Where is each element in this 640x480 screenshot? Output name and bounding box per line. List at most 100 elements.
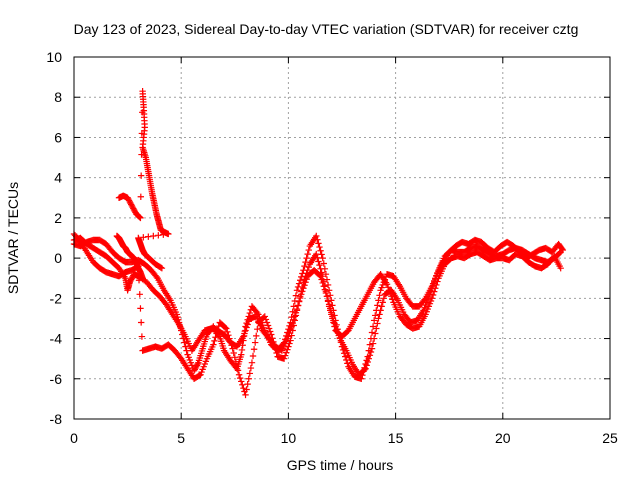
data-point [334,329,341,336]
data-point [238,378,245,385]
data-point [290,316,297,323]
data-point [242,327,249,334]
data-point [224,328,231,336]
data-point [139,275,146,282]
data-point [236,374,244,382]
data-point [233,362,241,370]
data-point [317,273,324,280]
data-point [317,265,324,273]
series-trace-e [113,232,146,282]
data-point [262,316,270,323]
data-point [266,328,274,335]
data-point [328,309,335,316]
data-point [182,343,189,350]
data-point [361,366,368,373]
data-point [304,250,311,258]
data-point [251,339,259,346]
data-point [136,214,143,221]
data-point [254,309,261,317]
data-point [316,272,323,279]
data-point [250,346,258,353]
data-point [300,285,307,292]
data-point [324,297,332,304]
data-point [375,315,382,322]
series-trace-c [70,234,567,378]
data-point [299,288,306,295]
data-point [241,330,248,337]
data-point [301,262,308,270]
data-point [380,295,388,302]
data-point [335,332,342,339]
data-point [234,367,242,374]
data-point [240,384,247,392]
data-point [295,280,303,287]
data-point [181,339,188,346]
data-point [287,337,294,344]
data-point [303,276,310,283]
data-point [302,258,309,266]
data-point [323,293,331,300]
data-point [372,312,379,319]
data-point [428,295,436,302]
data-point [432,276,439,283]
data-point [374,320,381,327]
data-point [245,375,252,382]
data-point [137,214,144,222]
data-point [376,311,383,318]
y-tick-label: 6 [54,129,62,145]
data-point [321,286,329,293]
data-point [430,279,438,286]
data-point [363,362,370,369]
data-point [263,319,271,326]
data-point [333,326,340,333]
data-point [289,308,296,315]
data-point [313,232,320,240]
data-point [375,297,382,304]
data-point [556,249,563,257]
data-point [153,273,160,281]
data-point [261,313,269,320]
data-point [285,333,292,340]
data-point [319,279,326,287]
x-tick-label: 20 [495,430,511,446]
data-point [379,299,386,306]
data-point [559,246,567,254]
y-tick-label: 0 [54,250,62,266]
data-point [383,281,391,288]
data-point [368,345,376,352]
data-point [313,250,320,258]
data-point [290,303,297,310]
data-point [211,337,218,345]
data-point [289,319,296,327]
data-point [557,264,564,272]
data-point [344,360,351,367]
data-point [319,254,326,262]
data-point [157,264,165,271]
data-point [366,341,374,348]
y-tick-label: 10 [46,49,62,65]
data-point [137,193,145,200]
data-point [140,234,147,241]
chart-title: Day 123 of 2023, Sidereal Day-to-day VTE… [74,21,579,37]
data-point [293,305,301,313]
data-point [292,292,300,299]
data-point [377,307,384,314]
data-points [70,87,567,399]
data-point [318,276,325,283]
data-point [285,343,292,350]
data-point [429,291,437,299]
data-point [264,322,272,329]
data-point [374,302,381,309]
data-point [240,333,247,340]
data-point [325,287,333,294]
data-point [372,330,379,337]
data-point [286,329,293,337]
data-point [283,349,290,356]
data-point [303,254,310,262]
data-point [428,285,436,292]
data-point [327,305,334,312]
data-point [332,323,339,330]
data-point [367,348,375,356]
data-point [316,261,323,269]
